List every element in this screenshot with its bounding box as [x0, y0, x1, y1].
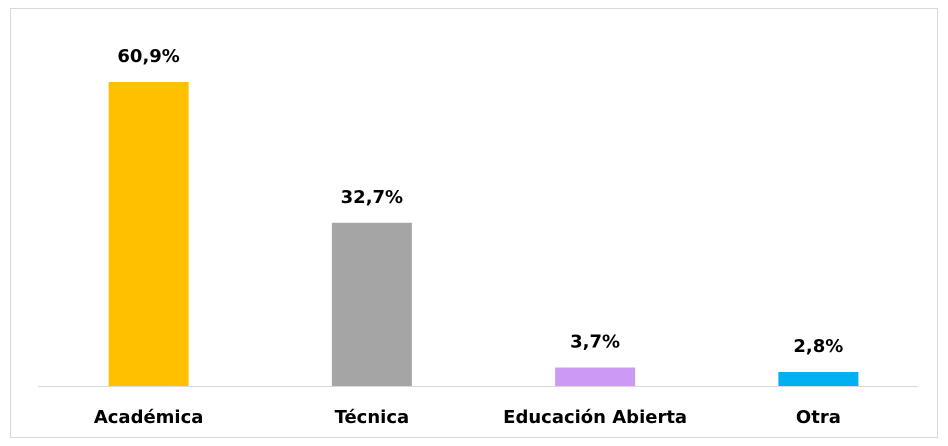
x-tick-label: Académica [94, 407, 204, 428]
x-tick-label: Otra [796, 407, 841, 428]
value-label: 60,9% [117, 46, 179, 67]
bar [555, 367, 636, 386]
value-label: 3,7% [570, 332, 620, 353]
bar [778, 372, 859, 386]
x-tick-label: Técnica [335, 407, 410, 428]
value-label: 32,7% [341, 187, 403, 208]
x-tick-label: Educación Abierta [503, 407, 687, 428]
value-label: 2,8% [793, 336, 843, 357]
bar [108, 82, 189, 386]
bar [331, 222, 412, 386]
